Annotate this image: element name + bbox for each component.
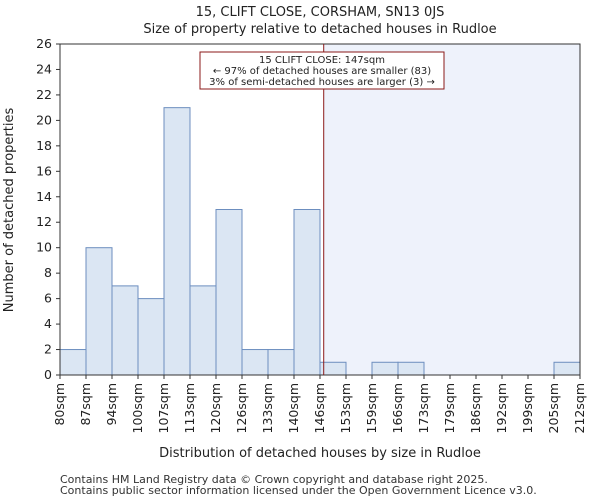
bar bbox=[293, 209, 321, 376]
y-tick-label: 16 bbox=[36, 163, 52, 178]
bar bbox=[215, 209, 243, 376]
bar bbox=[85, 247, 113, 376]
bar bbox=[163, 107, 191, 376]
bar bbox=[189, 285, 217, 376]
x-tick-label: 199sqm bbox=[520, 383, 535, 433]
x-tick-label: 179sqm bbox=[442, 383, 457, 433]
y-tick-label: 10 bbox=[36, 240, 52, 255]
chart: 15, CLIFT CLOSE, CORSHAM, SN13 0JS Size … bbox=[2, 5, 587, 461]
x-tick-label: 87sqm bbox=[78, 383, 93, 426]
x-tick-label: 120sqm bbox=[208, 383, 223, 433]
x-tick-label: 205sqm bbox=[546, 383, 561, 433]
bar bbox=[59, 349, 87, 376]
bar bbox=[553, 361, 581, 376]
x-tick-label: 140sqm bbox=[286, 383, 301, 433]
y-tick-label: 0 bbox=[44, 367, 52, 382]
footer-line-1: Contains HM Land Registry data © Crown c… bbox=[60, 473, 488, 486]
x-tick-label: 173sqm bbox=[416, 383, 431, 433]
chart-title: 15, CLIFT CLOSE, CORSHAM, SN13 0JS bbox=[196, 5, 445, 20]
x-tick-label: 166sqm bbox=[390, 383, 405, 433]
y-tick-label: 22 bbox=[36, 87, 52, 102]
x-tick-label: 133sqm bbox=[260, 383, 275, 433]
bar bbox=[137, 298, 165, 376]
y-tick-label: 4 bbox=[44, 316, 52, 331]
y-tick-label: 12 bbox=[36, 214, 52, 229]
chart-subtitle: Size of property relative to detached ho… bbox=[143, 22, 496, 37]
y-tick-label: 2 bbox=[44, 342, 52, 357]
y-tick-label: 14 bbox=[36, 189, 52, 204]
bar bbox=[397, 361, 425, 376]
x-tick-label: 153sqm bbox=[338, 383, 353, 433]
x-tick-label: 100sqm bbox=[130, 383, 145, 433]
y-axis-label: Number of detached properties bbox=[2, 108, 17, 313]
x-tick-label: 113sqm bbox=[182, 383, 197, 433]
bar bbox=[267, 349, 295, 376]
y-tick-label: 8 bbox=[44, 265, 52, 280]
x-tick-label: 186sqm bbox=[468, 383, 483, 433]
highlight-region bbox=[323, 44, 580, 375]
annotation-line: ← 97% of detached houses are smaller (83… bbox=[213, 66, 431, 77]
x-tick-label: 192sqm bbox=[494, 383, 509, 433]
annotation-line: 3% of semi-detached houses are larger (3… bbox=[209, 77, 435, 88]
x-tick-label: 80sqm bbox=[52, 383, 67, 426]
y-tick-label: 24 bbox=[36, 61, 52, 76]
x-tick-label: 146sqm bbox=[312, 383, 327, 433]
bar bbox=[111, 285, 139, 376]
x-tick-label: 212sqm bbox=[572, 383, 587, 433]
y-tick-label: 6 bbox=[44, 291, 52, 306]
x-tick-label: 126sqm bbox=[234, 383, 249, 433]
x-tick-label: 159sqm bbox=[364, 383, 379, 433]
annotation-line: 15 CLIFT CLOSE: 147sqm bbox=[259, 55, 385, 66]
bar bbox=[371, 361, 399, 376]
x-tick-label: 107sqm bbox=[156, 383, 171, 433]
x-tick-label: 94sqm bbox=[104, 383, 119, 426]
annotation-box bbox=[199, 51, 445, 90]
y-tick-label: 20 bbox=[36, 112, 52, 127]
x-axis-label: Distribution of detached houses by size … bbox=[159, 446, 481, 461]
bar bbox=[241, 349, 269, 376]
y-tick-label: 26 bbox=[36, 36, 52, 51]
footer-line-2: Contains public sector information licen… bbox=[60, 484, 537, 497]
y-tick-label: 18 bbox=[36, 138, 52, 153]
